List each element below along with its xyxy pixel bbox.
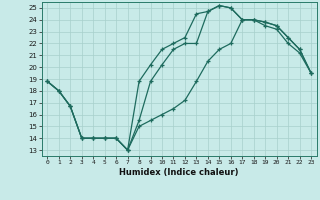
- X-axis label: Humidex (Indice chaleur): Humidex (Indice chaleur): [119, 168, 239, 177]
